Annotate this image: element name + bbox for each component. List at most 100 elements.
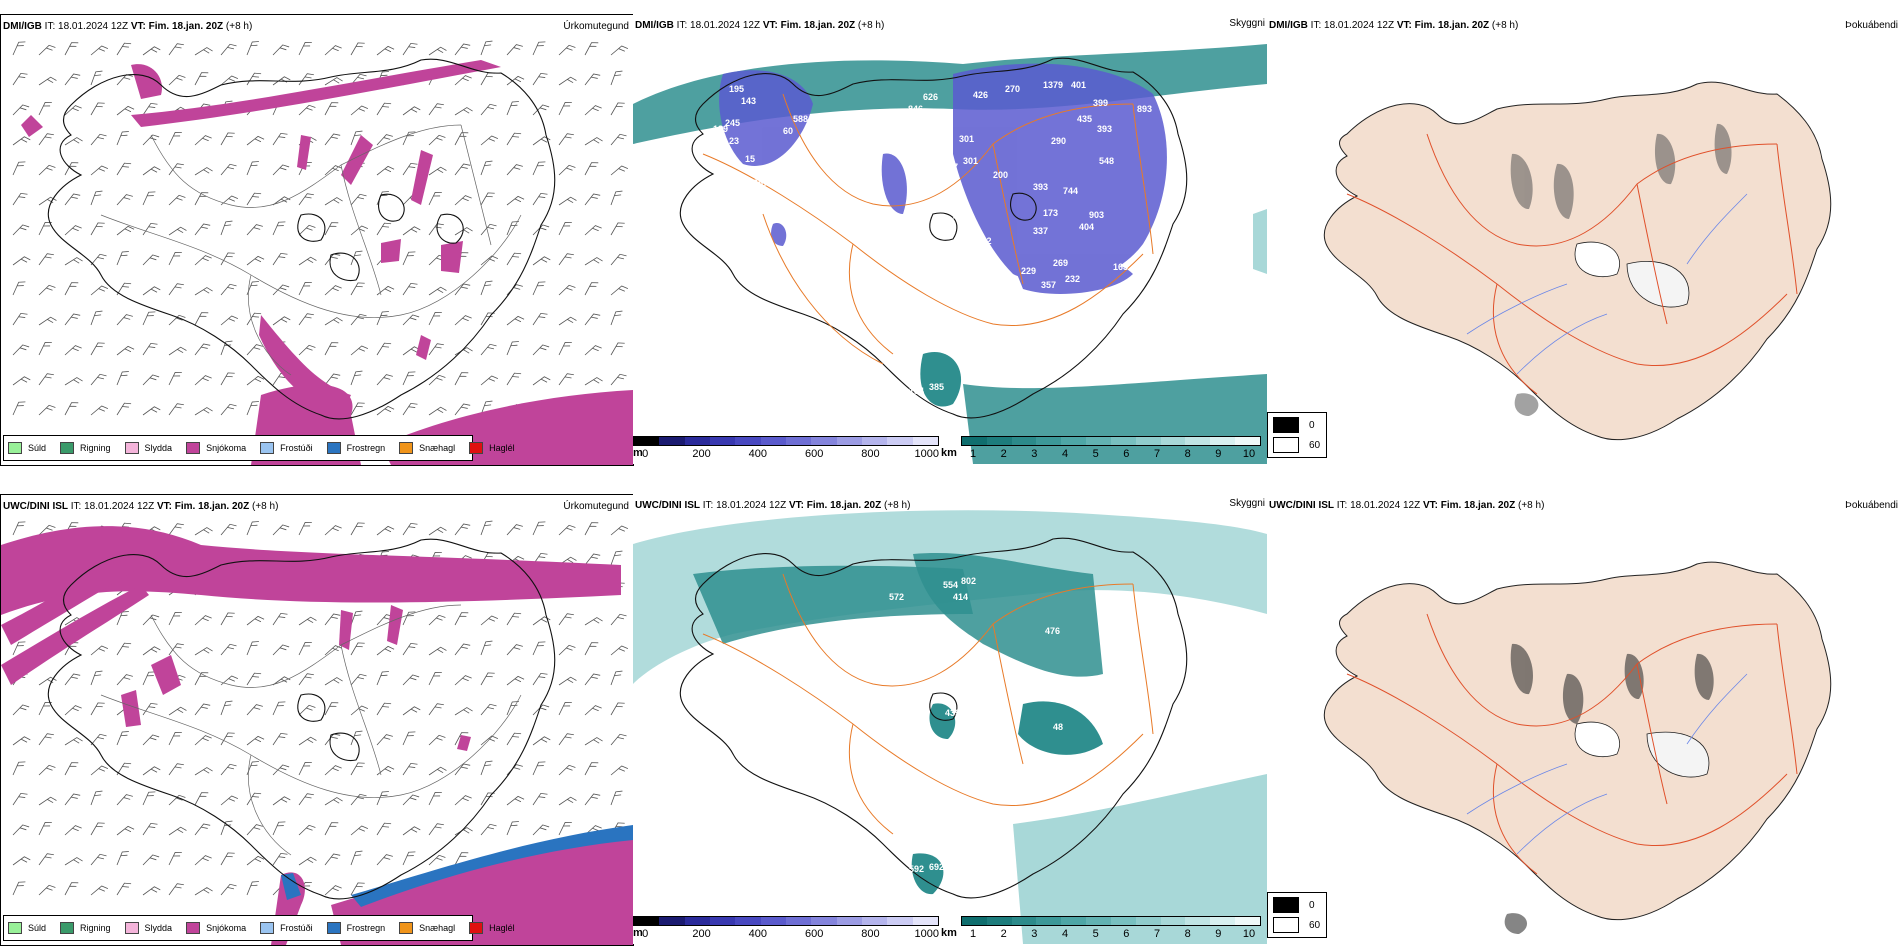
wind-barb — [246, 401, 259, 416]
colorbar-tick: 600 — [804, 928, 824, 940]
wind-barb — [246, 224, 263, 236]
wind-barb — [506, 315, 525, 326]
ceiling-label: 205 — [975, 252, 990, 262]
ceiling-label: 385 — [929, 382, 944, 392]
colorbar-swatch — [1135, 917, 1161, 925]
panel-header: UWC/DINI ISL IT: 18.01.2024 12Z VT: Fim.… — [3, 501, 279, 512]
legend-item-sleet: Slydda — [124, 442, 172, 454]
wind-barb — [532, 192, 548, 206]
colorbar-swatch — [1235, 917, 1260, 925]
wind-barb — [12, 704, 30, 716]
colorbar-tick: 6 — [1123, 448, 1130, 460]
wind-barb — [298, 793, 314, 806]
fog-title: Þokuábendi — [1845, 20, 1898, 31]
colorbar-tick: 7 — [1153, 928, 1161, 940]
wind-barb — [584, 42, 599, 56]
wind-barb — [142, 766, 161, 776]
wind-barb — [12, 312, 28, 326]
wind-barb — [584, 705, 602, 716]
wind-barb — [298, 224, 316, 236]
wind-barb — [246, 312, 262, 326]
wind-barb — [324, 102, 339, 116]
road-network — [100, 124, 522, 376]
wind-barb — [142, 374, 160, 386]
model-name: UWC/DINI ISL — [1269, 500, 1334, 511]
fog-legend-min: 0 — [1309, 899, 1315, 911]
wind-barb — [90, 405, 109, 416]
wind-barb — [324, 222, 339, 236]
wind-barb — [376, 822, 392, 836]
wind-barb — [168, 523, 184, 536]
wind-barb — [194, 527, 213, 536]
wind-barb — [454, 315, 472, 326]
wind-barb — [350, 642, 365, 656]
wind-barb — [298, 856, 317, 866]
wind-barb — [480, 400, 493, 416]
valid-time: Fim. 18.jan. 20Z — [780, 20, 856, 31]
wind-barb — [168, 403, 184, 416]
wind-barb — [532, 641, 546, 656]
model-name: DMI/IGB — [3, 21, 42, 32]
wind-barb — [402, 251, 416, 266]
wind-barb — [12, 824, 30, 836]
ceiling-label: 357 — [1041, 280, 1056, 290]
wind-barb — [38, 733, 54, 746]
wind-barb — [246, 192, 262, 206]
land-area — [1323, 561, 1832, 921]
colorbar-swatch — [1036, 437, 1062, 445]
wind-barb — [350, 793, 367, 806]
wind-barb — [506, 75, 525, 86]
wind-barb — [38, 76, 57, 86]
wind-barb — [246, 735, 265, 746]
colorbar-swatch — [709, 917, 736, 925]
wind-barb — [350, 370, 363, 386]
wind-barb — [558, 221, 572, 236]
model-name: UWC/DINI ISL — [3, 501, 68, 512]
wind-barb — [90, 70, 103, 86]
wind-barb — [506, 524, 523, 536]
ceiling-label: 195 — [729, 84, 744, 94]
ceiling-label: 401 — [1071, 80, 1086, 90]
wind-barb — [428, 191, 442, 206]
colorbar-swatch — [709, 437, 736, 445]
wind-barb — [532, 376, 551, 386]
panel-header: UWC/DINI ISL IT: 18.01.2024 12Z VT: Fim.… — [1269, 500, 1545, 511]
wind-barb — [90, 853, 107, 866]
wind-barb — [64, 882, 79, 896]
wind-barb — [428, 166, 447, 176]
wind-barb — [168, 763, 184, 776]
fog-shading — [1510, 123, 1732, 416]
wind-barb — [168, 194, 186, 206]
legend-item-rain: Rigning — [60, 442, 111, 454]
wind-barb — [610, 733, 627, 746]
wind-barb — [402, 642, 418, 656]
wind-barb — [194, 615, 212, 626]
wind-barb — [584, 673, 601, 686]
ceiling-label: 846 — [908, 104, 923, 114]
init-time: 18.01.2024 12Z — [1350, 500, 1421, 511]
wind-barb — [64, 137, 83, 146]
wind-barb — [480, 223, 497, 236]
wind-barb — [584, 282, 599, 296]
colorbar-tick: 0 — [642, 928, 649, 940]
wind-barb — [428, 766, 447, 776]
wind-barb — [584, 793, 601, 806]
wind-barb — [12, 41, 26, 56]
wind-barb — [558, 701, 572, 716]
ceiling-label: 269 — [1053, 258, 1068, 268]
wind-barb — [220, 163, 237, 176]
wind-barb — [116, 882, 132, 896]
wind-barb — [168, 731, 182, 746]
wind-barb — [168, 251, 182, 266]
wind-barb — [532, 792, 548, 806]
wind-barb — [454, 707, 473, 716]
wind-barb — [428, 343, 444, 356]
colorbar-swatch — [1235, 437, 1260, 445]
wind-barb — [454, 195, 472, 206]
wind-barb — [116, 225, 135, 236]
colorbar-tick: 4 — [1061, 448, 1069, 460]
wind-barb — [220, 132, 235, 146]
wind-barb — [428, 703, 444, 716]
wind-barb — [506, 44, 523, 56]
wind-barb — [558, 821, 572, 836]
